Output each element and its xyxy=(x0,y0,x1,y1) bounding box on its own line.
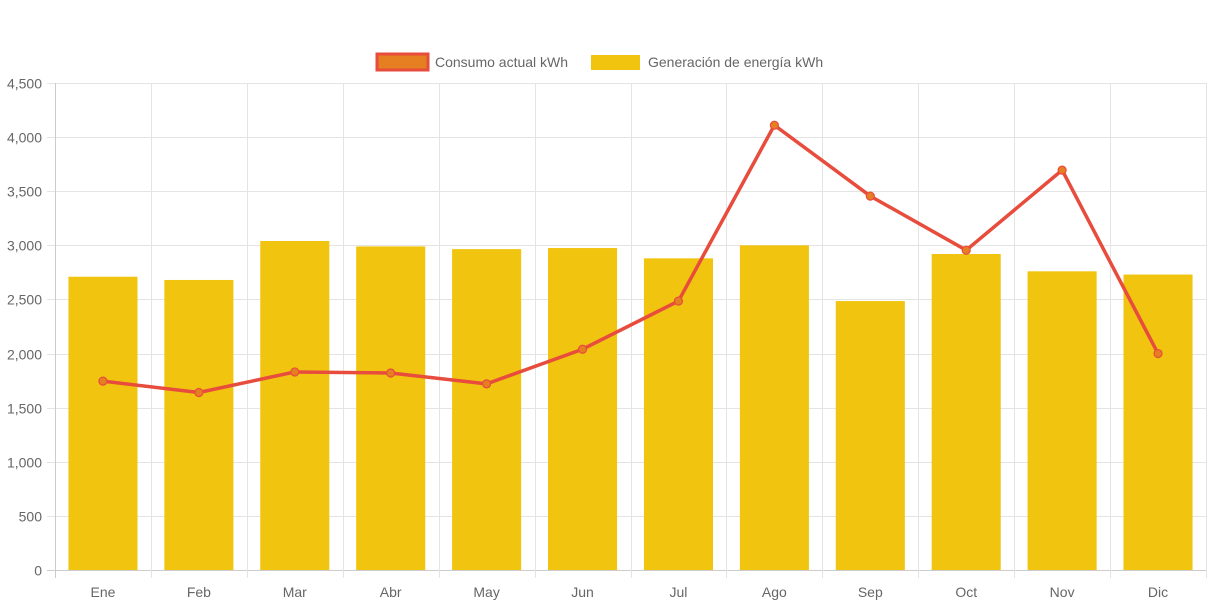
legend-swatch-consumo xyxy=(375,52,430,72)
line-point[interactable] xyxy=(1153,348,1163,359)
y-tick-label: 4,500 xyxy=(7,76,42,92)
y-tick-label: 4,000 xyxy=(7,130,42,146)
line-point[interactable] xyxy=(482,379,492,389)
x-tick-label: Feb xyxy=(187,584,211,600)
line-point[interactable] xyxy=(961,245,971,255)
line-point[interactable] xyxy=(290,367,300,377)
legend-swatch-generacion xyxy=(591,55,640,70)
bar[interactable] xyxy=(356,246,426,570)
x-tick-label: Sep xyxy=(858,584,883,600)
bar[interactable] xyxy=(260,241,330,570)
y-tick-label: 2,000 xyxy=(7,347,42,363)
line-point[interactable] xyxy=(194,387,204,398)
y-tick-label: 3,000 xyxy=(7,238,42,254)
x-axis: Ene Feb Mar Abr May Jun Jul Ago Sep Oct Nov Dic xyxy=(90,584,1168,600)
y-tick-label: 500 xyxy=(19,509,43,525)
legend-item-consumo[interactable]: Consumo actual kWh xyxy=(375,52,568,72)
x-tick-label: Abr xyxy=(380,584,402,600)
line-point[interactable] xyxy=(98,376,108,386)
bar[interactable] xyxy=(643,258,713,570)
grid xyxy=(47,83,1207,578)
legend-label-generacion: Generación de energía kWh xyxy=(648,54,823,70)
y-tick-label: 1,500 xyxy=(7,401,42,417)
bars-generacion xyxy=(68,241,1193,571)
line-point[interactable] xyxy=(769,120,779,130)
line-point[interactable] xyxy=(1057,165,1067,175)
line-point[interactable] xyxy=(577,344,588,354)
bar[interactable] xyxy=(739,245,809,571)
bar[interactable] xyxy=(164,279,234,570)
line-consumo xyxy=(98,120,1163,398)
line-point[interactable] xyxy=(865,191,875,201)
x-tick-label: May xyxy=(473,584,499,600)
bar[interactable] xyxy=(452,249,522,571)
line-point[interactable] xyxy=(386,368,396,378)
x-tick-label: Jul xyxy=(670,584,688,600)
bar[interactable] xyxy=(68,276,138,570)
x-tick-label: Ago xyxy=(762,584,787,600)
x-tick-label: Nov xyxy=(1050,584,1075,600)
x-tick-label: Dic xyxy=(1148,584,1168,600)
x-tick-label: Mar xyxy=(283,584,307,600)
bar[interactable] xyxy=(1123,274,1193,570)
bar[interactable] xyxy=(1027,271,1097,570)
bar[interactable] xyxy=(835,301,905,570)
legend-item-generacion[interactable]: Generación de energía kWh xyxy=(591,54,823,70)
y-axis: 0 500 1,000 1,500 2,000 2,500 3,000 3,500 4,000 4… xyxy=(7,76,42,579)
y-tick-label: 0 xyxy=(34,563,42,579)
y-tick-label: 3,500 xyxy=(7,184,42,200)
line-point[interactable] xyxy=(673,296,684,306)
legend-label-consumo: Consumo actual kWh xyxy=(435,54,568,70)
legend: Consumo actual kWh Generación de energía… xyxy=(375,52,823,72)
y-tick-label: 2,500 xyxy=(7,292,42,308)
series-line xyxy=(102,123,1160,395)
bar[interactable] xyxy=(548,248,618,571)
bar[interactable] xyxy=(931,253,1001,571)
x-tick-label: Jun xyxy=(571,584,594,600)
x-tick-label: Oct xyxy=(955,584,977,600)
y-tick-label: 1,000 xyxy=(7,455,42,471)
x-tick-label: Ene xyxy=(90,584,115,600)
